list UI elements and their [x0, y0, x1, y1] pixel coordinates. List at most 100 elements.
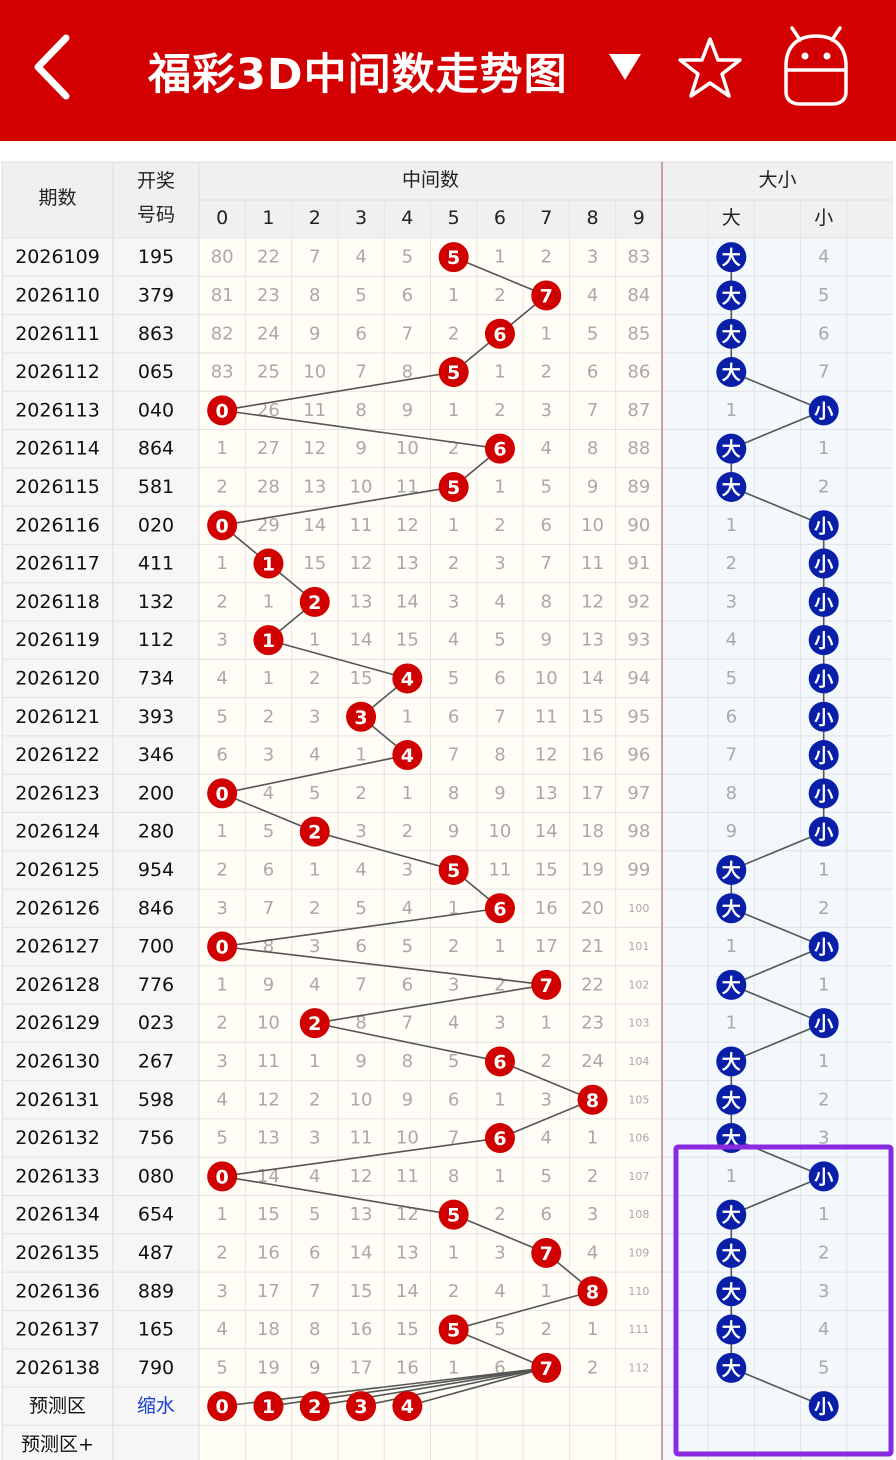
issue-cell: 2026110	[15, 284, 100, 306]
chevron-left-icon[interactable]	[28, 32, 78, 102]
android-icon[interactable]	[778, 22, 854, 108]
size-miss-cell: 1	[726, 1013, 737, 1034]
digit-header-5: 5	[448, 207, 460, 229]
miss-cell: 6	[355, 323, 366, 344]
triangle-down-icon[interactable]	[605, 48, 645, 84]
svg-text:大: 大	[722, 1204, 741, 1227]
miss-cell: 9	[448, 821, 459, 842]
miss-cell: 4	[309, 745, 320, 766]
miss-cell: 1	[541, 1281, 552, 1302]
miss-cell: 112	[628, 1361, 649, 1374]
miss-cell: 12	[350, 553, 373, 574]
miss-cell: 2	[448, 1281, 459, 1302]
miss-cell: 7	[355, 362, 366, 383]
star-icon[interactable]	[676, 35, 744, 101]
predict-shrink-link: 缩水	[137, 1395, 175, 1417]
miss-cell: 15	[396, 1319, 419, 1340]
miss-cell: 7	[309, 1281, 320, 1302]
mid-ball: 6	[484, 318, 515, 349]
miss-cell: 9	[541, 630, 552, 651]
page-title[interactable]: 福彩3D中间数走势图	[148, 50, 568, 100]
size-miss-cell: 5	[818, 285, 829, 306]
size-ball: 大	[716, 969, 747, 1000]
miss-cell: 6	[541, 1204, 552, 1225]
miss-cell: 11	[581, 553, 604, 574]
miss-cell: 4	[448, 1013, 459, 1034]
miss-cell: 8	[587, 438, 598, 459]
miss-cell: 8	[541, 591, 552, 612]
miss-cell: 108	[628, 1208, 649, 1221]
mid-ball: 7	[531, 280, 562, 311]
size-ball: 大	[716, 1276, 747, 1307]
miss-cell: 3	[494, 553, 505, 574]
issue-cell: 2026111	[15, 323, 100, 345]
miss-cell: 3	[448, 591, 459, 612]
mid-ball: 2	[299, 586, 330, 617]
miss-cell: 2	[216, 476, 227, 497]
miss-cell: 1	[216, 1204, 227, 1225]
svg-text:0: 0	[216, 937, 229, 959]
miss-cell: 6	[402, 285, 413, 306]
miss-cell: 95	[627, 706, 650, 727]
miss-cell: 81	[211, 285, 234, 306]
miss-cell: 16	[350, 1319, 373, 1340]
mid-ball: 6	[484, 1046, 515, 1077]
miss-cell: 13	[350, 1204, 373, 1225]
size-miss-cell: 2	[818, 898, 829, 919]
miss-cell: 4	[216, 1089, 227, 1110]
mid-ball: 0	[207, 778, 238, 809]
mid-ball: 4	[392, 663, 423, 694]
svg-text:7: 7	[540, 1243, 553, 1265]
miss-cell: 18	[581, 821, 604, 842]
miss-cell: 21	[581, 936, 604, 957]
miss-cell: 15	[257, 1204, 280, 1225]
miss-cell: 5	[587, 323, 598, 344]
issue-cell: 2026117	[15, 553, 100, 575]
miss-cell: 4	[309, 974, 320, 995]
draw-cell: 165	[138, 1319, 174, 1341]
svg-text:小: 小	[814, 822, 833, 844]
miss-cell: 10	[257, 1013, 280, 1034]
miss-cell: 17	[257, 1281, 280, 1302]
issue-cell: 2026133	[15, 1165, 100, 1187]
mid-ball: 2	[299, 816, 330, 847]
svg-text:8: 8	[586, 1281, 599, 1303]
svg-text:6: 6	[493, 324, 506, 346]
miss-cell: 10	[350, 476, 373, 497]
size-ball: 小	[808, 778, 839, 809]
draw-cell: 487	[138, 1242, 174, 1264]
size-miss-cell: 1	[818, 438, 829, 459]
issue-cell: 2026131	[15, 1089, 100, 1111]
miss-cell: 7	[448, 1128, 459, 1149]
draw-cell: 080	[138, 1165, 174, 1187]
size-miss-cell: 1	[818, 859, 829, 880]
mid-ball: 0	[207, 1161, 238, 1192]
miss-cell: 8	[494, 745, 505, 766]
miss-cell: 11	[535, 706, 558, 727]
miss-cell: 28	[257, 476, 280, 497]
miss-cell: 7	[402, 323, 413, 344]
miss-cell: 1	[494, 362, 505, 383]
miss-cell: 100	[628, 902, 649, 915]
size-ball: 小	[808, 510, 839, 541]
draw-cell: 411	[138, 553, 174, 575]
miss-cell: 4	[541, 1128, 552, 1149]
col-issue-header: 期数	[38, 187, 76, 209]
miss-cell: 2	[587, 1357, 598, 1378]
miss-cell: 3	[494, 1013, 505, 1034]
miss-cell: 7	[448, 745, 459, 766]
miss-cell: 7	[541, 553, 552, 574]
issue-cell: 2026125	[15, 859, 100, 881]
draw-cell: 346	[138, 744, 174, 766]
svg-text:5: 5	[447, 362, 460, 384]
svg-text:5: 5	[447, 1320, 460, 1342]
size-group-header: 大小	[758, 169, 796, 191]
miss-cell: 12	[581, 591, 604, 612]
svg-text:1: 1	[262, 554, 275, 576]
size-ball: 大	[716, 1314, 747, 1345]
miss-cell: 94	[627, 668, 650, 689]
draw-cell: 598	[138, 1089, 174, 1111]
miss-cell: 7	[355, 974, 366, 995]
miss-cell: 12	[257, 1089, 280, 1110]
miss-cell: 8	[309, 285, 320, 306]
